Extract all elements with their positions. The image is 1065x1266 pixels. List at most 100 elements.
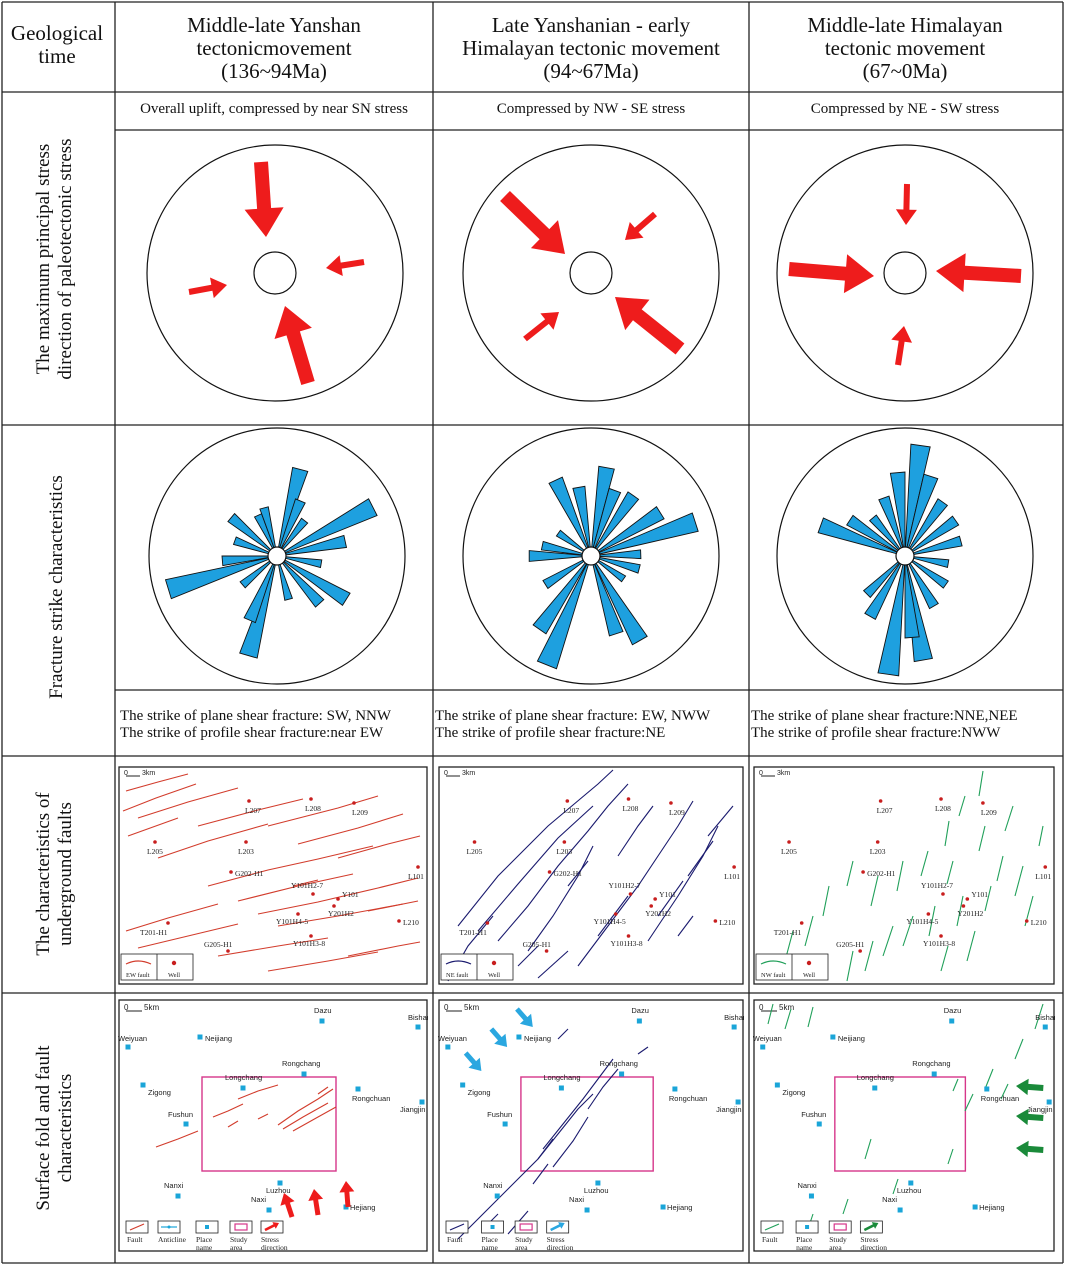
fault-line [237, 873, 354, 902]
place-label: Zigong [782, 1088, 805, 1097]
rose-petal [164, 555, 278, 600]
place-label: Bishan [724, 1013, 744, 1022]
legend-well-label: Well [168, 972, 180, 979]
fault-line [457, 769, 614, 927]
well-label: Y101 [971, 890, 988, 899]
rose-petal [864, 555, 906, 621]
fault-line [944, 820, 950, 847]
fault-line [657, 880, 684, 917]
surface-fault-line [952, 1078, 959, 1092]
place-label: Naxi [251, 1195, 266, 1204]
legend-label: area [829, 1243, 842, 1252]
place-label: Neijiang [838, 1034, 865, 1043]
fault-line [940, 945, 949, 972]
row-label-line: direction of paleotectonic stress [55, 138, 76, 380]
stress-arrow-large [788, 254, 874, 294]
fault-line [125, 903, 219, 932]
well-marker [613, 912, 618, 916]
scale-label: 3km [142, 770, 155, 777]
well-marker [397, 919, 401, 923]
well-marker [649, 904, 654, 908]
place-label: Naxi [569, 1195, 584, 1204]
fault-line [257, 877, 419, 915]
legend-box [828, 1220, 852, 1234]
well-label: L209 [981, 808, 997, 817]
well-marker [247, 799, 251, 803]
scale-zero: 0 [444, 1003, 449, 1012]
fault-line [677, 915, 694, 937]
well-label: Y101 [659, 890, 676, 899]
well-label: L101 [1035, 872, 1051, 881]
legend-stress-symbol [550, 1222, 565, 1232]
surface-fault-line [317, 1086, 329, 1095]
rose-petal [590, 555, 641, 574]
place-marker [516, 1034, 522, 1040]
study-area-box [520, 1076, 654, 1172]
well-marker [799, 921, 804, 925]
legend-well-label: Well [803, 972, 815, 979]
surface-fault-line [277, 1088, 334, 1126]
place-label: Hejiang [667, 1203, 692, 1212]
place-label: Jiangjin [400, 1105, 425, 1114]
stress-arrow-large [274, 306, 315, 385]
place-label: Weiyuan [753, 1034, 782, 1043]
fault-line [137, 923, 239, 949]
legend-label: Study [230, 1235, 248, 1244]
well-label: G202-H1 [235, 869, 264, 878]
row-label-stress: The maximum principal stress direction o… [33, 94, 83, 424]
rose-petal [904, 473, 939, 557]
fault-line [567, 860, 589, 887]
fault-line [882, 925, 894, 957]
place-label: Rongchang [600, 1059, 638, 1068]
surface-fault-line [557, 1028, 569, 1040]
surface-fault-line [1000, 1083, 1009, 1100]
well-label: Y101H4-5 [276, 917, 308, 926]
place-label: Zigong [148, 1088, 171, 1097]
legend-place-symbol [205, 1225, 209, 1229]
place-marker [419, 1099, 425, 1105]
well-marker [713, 919, 718, 923]
place-marker [277, 1180, 283, 1186]
fault-line [197, 798, 304, 827]
well-marker [787, 840, 791, 844]
fault-line [267, 795, 379, 827]
well-marker [965, 897, 970, 901]
rose-petal [276, 555, 323, 569]
fault-line [537, 950, 569, 979]
fracture-strike-3: The strike of plane shear fracture:NNE,N… [751, 708, 1018, 742]
legend-fault-symbol [449, 1223, 465, 1231]
fault-line [804, 915, 814, 947]
well-marker [939, 797, 943, 801]
place-marker [494, 1193, 500, 1199]
place-marker [672, 1086, 678, 1092]
rose-petal [590, 491, 640, 557]
fault-line [647, 825, 719, 942]
rose-petal [528, 550, 592, 562]
legend-label: Fault [447, 1235, 463, 1244]
legend-label: Place [796, 1235, 813, 1244]
fault-line [267, 951, 379, 972]
fracture-strike-2: The strike of plane shear fracture: EW, … [435, 708, 710, 742]
rose-petal [904, 515, 960, 557]
map-frame [438, 766, 744, 985]
place-marker [872, 1085, 878, 1091]
fault-line [978, 825, 986, 852]
surface-map-3: 0 5km Dazu Bishan Weiyuan Neijiang Zigong Longc… [753, 999, 1055, 1252]
fault-line [896, 860, 904, 892]
rose-diagram-1 [148, 427, 406, 685]
surface-fault-line [964, 1093, 974, 1112]
place-label: Dazu [631, 1006, 649, 1015]
rose-petal [276, 555, 293, 601]
fault-line [297, 813, 404, 845]
stress-caption-2: Compressed by NW - SE stress [496, 101, 686, 117]
underground-fault-map-1: 0 3km L207 L208 L209 L205 L203 G202-H1 L101 Y101H… [118, 766, 428, 985]
surface-fault-line [227, 1120, 239, 1128]
fault-line [1004, 805, 1014, 832]
stress-caption-3: Compressed by NE - SW stress [810, 101, 1000, 117]
well-label: L205 [147, 847, 163, 856]
stress-diagram-3 [776, 144, 1034, 402]
well-marker [626, 797, 631, 801]
legend-stress-symbol [264, 1222, 279, 1232]
fault-line [956, 895, 964, 927]
well-label: L210 [719, 918, 735, 927]
